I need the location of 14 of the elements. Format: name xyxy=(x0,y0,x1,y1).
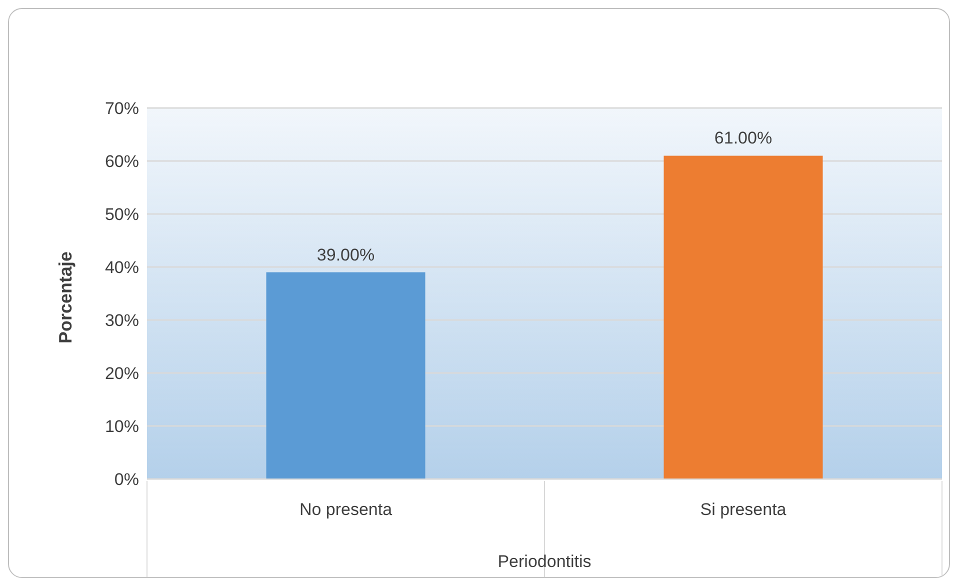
y-tick-label: 20% xyxy=(104,364,139,384)
y-tick-label: 70% xyxy=(104,99,139,118)
x-axis-title: Periodontitis xyxy=(498,552,592,571)
data-label: 39.00% xyxy=(316,245,375,264)
x-tick-label: No presenta xyxy=(299,500,393,519)
x-tick-label: Si presenta xyxy=(700,500,787,519)
y-tick-label: 40% xyxy=(104,258,139,278)
y-axis-title: Porcentaje xyxy=(55,251,76,344)
y-tick-label: 0% xyxy=(114,470,139,490)
data-label: 61.00% xyxy=(714,128,772,148)
y-tick-label: 30% xyxy=(104,311,139,330)
y-tick-label: 50% xyxy=(104,205,139,224)
y-tick-label: 60% xyxy=(104,152,139,172)
y-tick-label: 10% xyxy=(104,417,139,436)
